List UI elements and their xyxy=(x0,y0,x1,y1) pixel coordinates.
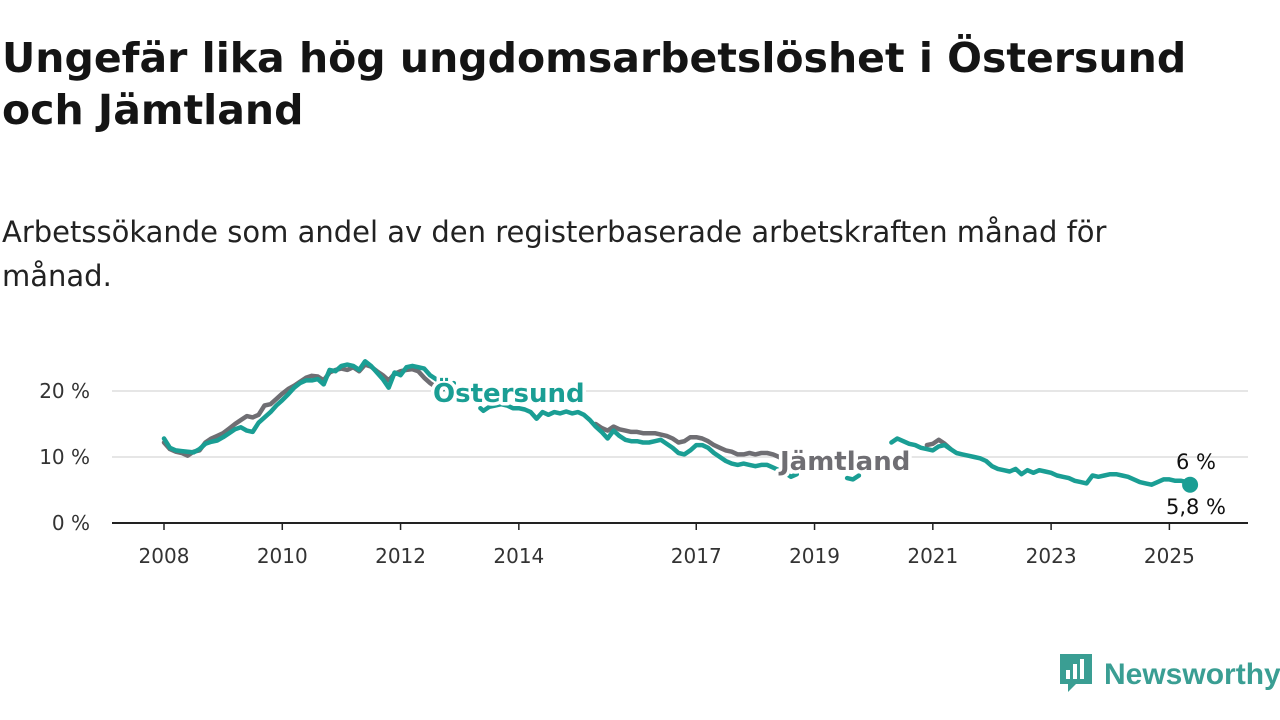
series-line-jamtland xyxy=(161,362,454,458)
end-point-ostersund xyxy=(1182,476,1199,493)
y-tick-label: 20 % xyxy=(39,379,90,403)
x-tick-label: 2012 xyxy=(375,544,426,568)
end-label-jamtland: 6 % xyxy=(1176,450,1216,474)
x-tick-label: 2008 xyxy=(139,544,190,568)
end-label-ostersund: 5,8 % xyxy=(1166,495,1226,519)
gridlines xyxy=(112,390,1248,458)
chart-title: Ungefär lika hög ungdomsarbetslöshet i Ö… xyxy=(2,34,1187,134)
chart-subtitle: Arbetssökande som andel av den registerb… xyxy=(2,215,1107,293)
x-tick-label: 2017 xyxy=(671,544,722,568)
x-tick-label: 2023 xyxy=(1026,544,1077,568)
y-tick-label: 0 % xyxy=(52,511,90,535)
x-tick-label: 2010 xyxy=(257,544,308,568)
y-tick-label: 10 % xyxy=(39,445,90,469)
x-tick-label: 2014 xyxy=(493,544,544,568)
x-tick-label: 2025 xyxy=(1144,544,1195,568)
series-lines xyxy=(161,359,1199,493)
series-label-jamtland: Jämtland xyxy=(778,447,910,477)
series-line-ostersund xyxy=(478,401,800,480)
series-line-jamtland xyxy=(593,421,794,465)
series-line-ostersund xyxy=(889,436,1193,487)
x-tick-label: 2021 xyxy=(907,544,958,568)
line-chart: 0 % 10 % 20 % 2008 2010 2012 2014 2017 2019 2021 2… xyxy=(39,359,1248,568)
brand-logo: Newsworthy xyxy=(1058,654,1280,696)
axes: 0 % 10 % 20 % 2008 2010 2012 2014 2017 2019 2021 2… xyxy=(39,379,1248,568)
brand-name: Newsworthy xyxy=(1104,658,1280,691)
x-tick-label: 2019 xyxy=(789,544,840,568)
newsworthy-logo-icon xyxy=(1058,652,1094,698)
series-line-ostersund xyxy=(161,359,457,455)
series-label-ostersund: Östersund xyxy=(433,376,585,409)
series-line-ostersund xyxy=(844,473,862,482)
labels: Östersund Jämtland 6 % 5,8 % xyxy=(430,373,1227,520)
